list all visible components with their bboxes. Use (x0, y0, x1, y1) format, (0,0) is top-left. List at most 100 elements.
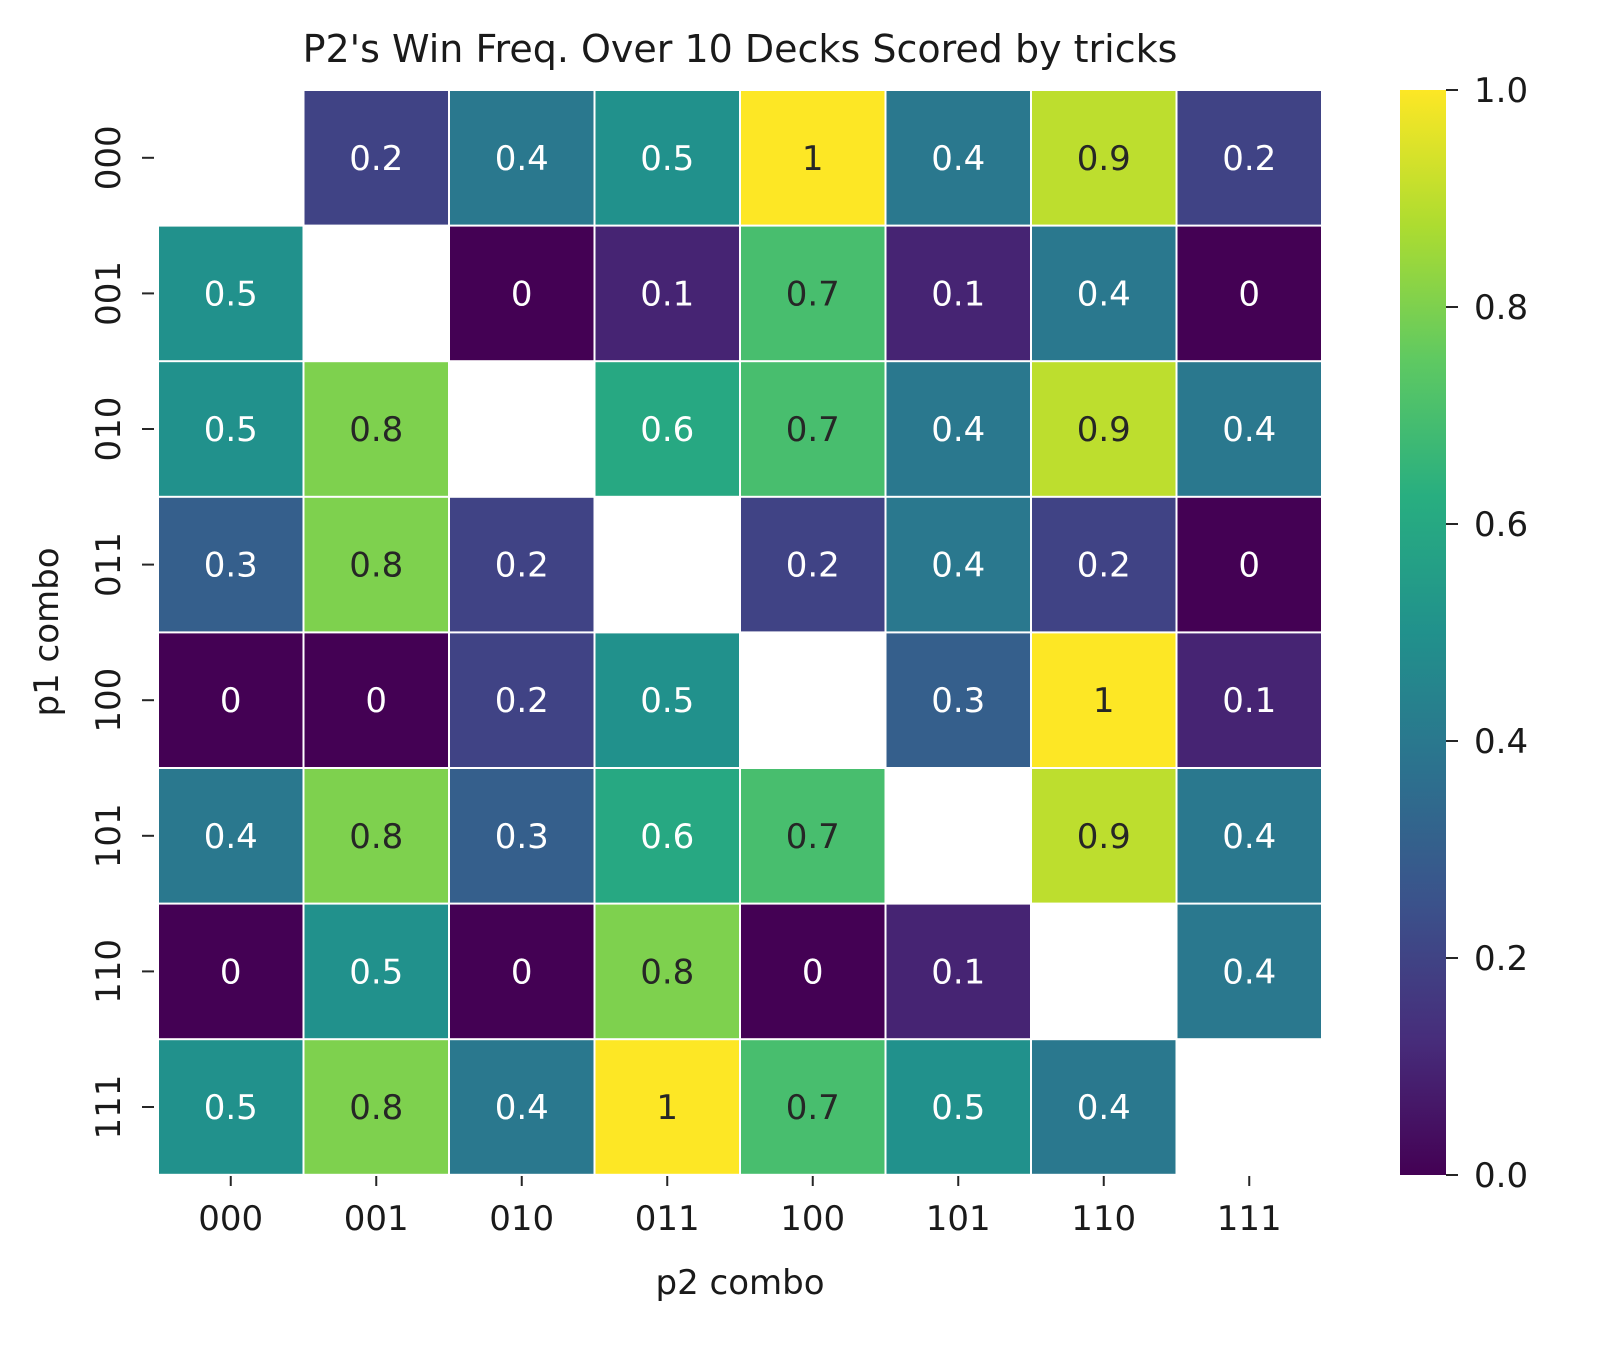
cell-value-label: 0.7 (786, 274, 840, 314)
x-tick-label: 100 (780, 1199, 845, 1239)
heatmap-cell (450, 769, 594, 903)
heatmap-cell (1032, 91, 1176, 225)
heatmap-cell (1032, 497, 1176, 632)
heatmap-cell (595, 769, 739, 903)
cell-value-label: 0.5 (640, 681, 694, 721)
y-axis-label: p1 combo (27, 547, 67, 716)
x-tick-label: 110 (1071, 1199, 1136, 1239)
heatmap-cell (450, 91, 594, 225)
heatmap-cell (886, 633, 1030, 767)
heatmap-cell (1177, 91, 1321, 225)
x-tick-label: 011 (635, 1199, 700, 1239)
cell-value-label: 1 (802, 139, 824, 179)
cell-value-label: 0.5 (204, 410, 258, 450)
cell-value-label: 0.4 (1077, 274, 1131, 314)
colorbar-tick-label: 1.0 (1474, 71, 1528, 111)
colorbar-tick-label: 0.0 (1474, 1156, 1528, 1196)
heatmap-cell (741, 226, 885, 361)
cell-value-label: 0.8 (349, 1088, 403, 1128)
heatmap-cell (304, 769, 448, 903)
cell-value-label: 0.5 (931, 1088, 985, 1128)
cell-value-label: 1 (1093, 681, 1115, 721)
heatmap-cell (159, 904, 303, 1039)
cell-value-label: 0.4 (204, 817, 258, 857)
heatmap-cell (595, 91, 739, 225)
cell-value-label: 0.5 (349, 952, 403, 992)
heatmap-cell (886, 91, 1030, 225)
cell-value-label: 0.4 (931, 139, 985, 179)
cell-value-label: 0.2 (1077, 546, 1131, 586)
y-tick-label: 010 (89, 397, 129, 462)
heatmap-cell (159, 497, 303, 632)
heatmap-cell (450, 226, 594, 361)
heatmap-cell (741, 769, 885, 903)
heatmap-cell (450, 633, 594, 767)
y-axis: 000 001 010 011 100 101 110 111 (89, 125, 154, 1139)
x-tick-label: 001 (344, 1199, 409, 1239)
colorbar-tick-label: 0.6 (1474, 505, 1528, 545)
cell-value-label: 0.2 (1222, 139, 1276, 179)
heatmap-cell (304, 904, 448, 1039)
cell-value-label: 0.1 (1222, 681, 1276, 721)
cell-value-label: 0.2 (786, 546, 840, 586)
heatmap-cell (1032, 633, 1176, 767)
heatmap-cell (1032, 362, 1176, 496)
cell-value-label: 0.5 (640, 139, 694, 179)
heatmap-cell (304, 497, 448, 632)
x-tick-label: 010 (489, 1199, 554, 1239)
heatmap-cell (450, 497, 594, 632)
heatmap-cell (595, 633, 739, 767)
cell-value-label: 0.6 (640, 410, 694, 450)
cell-value-label: 0.7 (786, 1088, 840, 1128)
cell-value-label: 0.4 (495, 139, 549, 179)
y-tick-label: 001 (89, 261, 129, 326)
cell-value-label: 0.4 (1222, 952, 1276, 992)
colorbar-gradient (1400, 90, 1446, 1175)
cell-value-label: 0.3 (931, 681, 985, 721)
chart-title: P2's Win Freq. Over 10 Decks Scored by t… (303, 27, 1178, 71)
cell-value-label: 0.6 (640, 817, 694, 857)
cell-value-label: 0.8 (349, 817, 403, 857)
heatmap-cell (304, 362, 448, 496)
cell-value-label: 0.8 (349, 410, 403, 450)
heatmap-cell (1032, 769, 1176, 903)
cell-value-label: 0.2 (349, 139, 403, 179)
x-tick-label: 101 (926, 1199, 991, 1239)
cell-value-label: 0 (365, 681, 387, 721)
y-tick-label: 110 (89, 939, 129, 1004)
colorbar-tick-label: 0.4 (1474, 722, 1528, 762)
cell-value-label: 0.4 (1077, 1088, 1131, 1128)
heatmap-cell (741, 497, 885, 632)
cell-value-label: 0.8 (640, 952, 694, 992)
cell-value-label: 0.4 (1222, 410, 1276, 450)
cell-value-label: 0 (220, 681, 242, 721)
x-axis-label: p2 combo (655, 1263, 824, 1303)
colorbar-tick-label: 0.2 (1474, 939, 1528, 979)
heatmap-cell (450, 904, 594, 1039)
cell-value-label: 0.5 (204, 1088, 258, 1128)
y-tick-label: 111 (89, 1075, 129, 1140)
y-tick-label: 101 (89, 803, 129, 868)
heatmap-cell (304, 1040, 448, 1174)
cell-value-label: 0 (1238, 546, 1260, 586)
cell-value-label: 0.7 (786, 410, 840, 450)
heatmap-cell (886, 497, 1030, 632)
cell-value-label: 0.3 (204, 546, 258, 586)
cell-value-label: 0.4 (931, 410, 985, 450)
heatmap-cell (595, 226, 739, 361)
heatmap-cell (159, 1040, 303, 1174)
cell-value-label: 0.3 (495, 817, 549, 857)
cell-value-label: 0.5 (204, 274, 258, 314)
heatmap-cell (159, 362, 303, 496)
x-tick-label: 000 (198, 1199, 263, 1239)
heatmap-cell (595, 362, 739, 496)
y-tick-label: 100 (89, 668, 129, 733)
cell-value-label: 0.4 (1222, 817, 1276, 857)
heatmap-cell (1032, 1040, 1176, 1174)
cell-value-label: 1 (656, 1088, 678, 1128)
heatmap-cell (886, 904, 1030, 1039)
cell-value-label: 0.7 (786, 817, 840, 857)
heatmap-cell (1177, 362, 1321, 496)
cell-value-label: 0.4 (495, 1088, 549, 1128)
